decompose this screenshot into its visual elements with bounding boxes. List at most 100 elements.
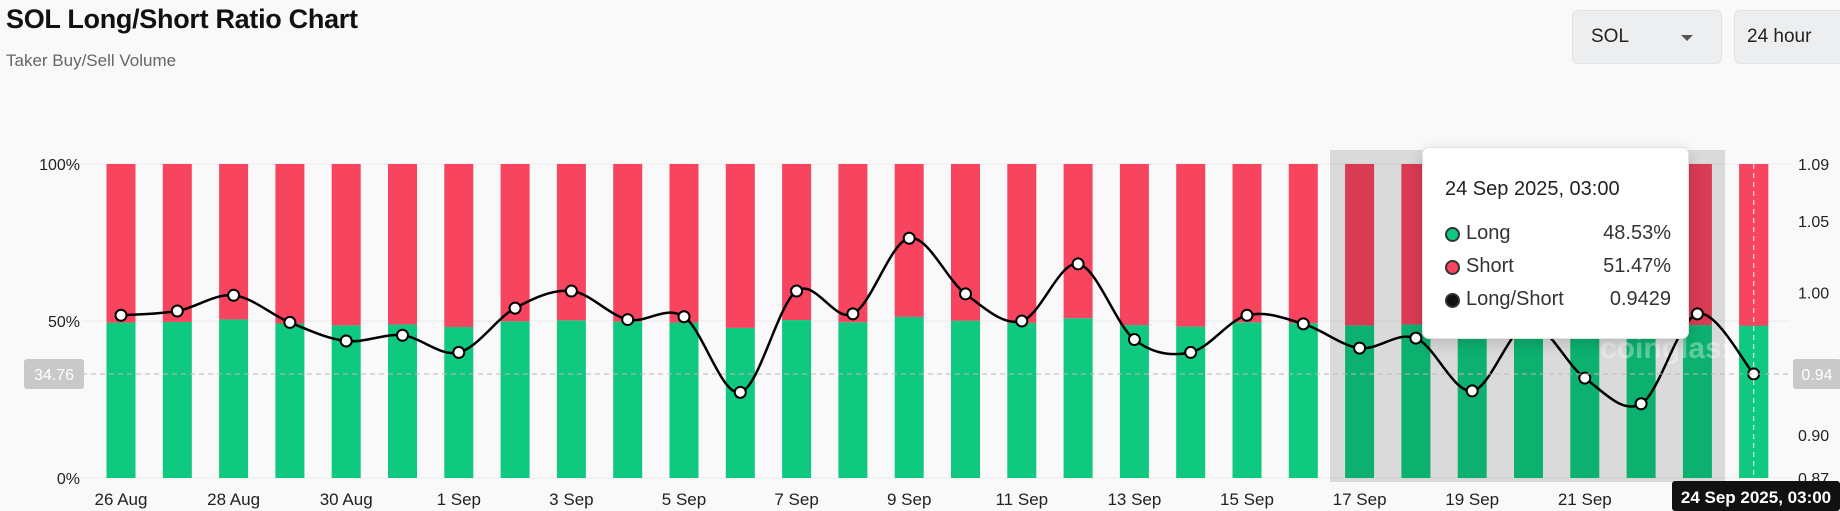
chart-title: SOL Long/Short Ratio Chart [6, 4, 358, 34]
y-left-tick-label: 50% [48, 314, 80, 331]
ratio-point[interactable] [733, 385, 747, 399]
short-bar[interactable] [106, 164, 136, 323]
x-tick-label: 9 Sep [887, 490, 931, 509]
tooltip-row-ratio: Long/Short 0.9429 [1445, 288, 1671, 312]
long-bar[interactable] [1514, 324, 1543, 478]
short-bar[interactable] [1739, 164, 1769, 326]
long-bar[interactable] [951, 320, 980, 478]
tooltip-label: Long [1466, 222, 1511, 244]
crosshair-right-label-bg [1793, 358, 1840, 389]
crosshair-x-label: 24 Sep 2025, 03:00 [1681, 488, 1831, 507]
tooltip-row-short: Short 51.47% [1445, 255, 1671, 279]
tooltip-label: Short [1466, 255, 1514, 277]
long-bar[interactable] [1288, 323, 1318, 478]
ratio-point[interactable] [283, 315, 297, 329]
crosshair-x-label-bg [1672, 481, 1840, 511]
ratio-point[interactable] [227, 288, 241, 302]
coin-select[interactable]: SOL [1572, 10, 1722, 64]
long-bar[interactable] [725, 327, 755, 478]
ratio-point[interactable] [1071, 257, 1085, 271]
short-bar[interactable] [1007, 164, 1037, 323]
ratio-point[interactable] [1578, 371, 1592, 385]
short-bar[interactable] [444, 164, 474, 327]
long-bar[interactable] [500, 321, 530, 478]
interval-select[interactable]: 24 hour ⌃⌄ [1734, 10, 1840, 64]
ratio-point[interactable] [846, 307, 860, 321]
ratio-point[interactable] [790, 284, 804, 298]
ratio-point[interactable] [1127, 333, 1141, 347]
y-left-tick-label: 100% [39, 157, 80, 174]
long-bar[interactable] [162, 321, 192, 478]
ratio-point[interactable] [1296, 317, 1310, 331]
ratio-point[interactable] [1465, 384, 1479, 398]
long-bar[interactable] [1232, 322, 1262, 478]
short-bar[interactable] [1232, 164, 1262, 323]
short-bar[interactable] [1288, 164, 1318, 324]
y-right-tick-label: 1.00 [1798, 285, 1829, 302]
ratio-point[interactable] [508, 301, 522, 315]
ratio-point[interactable] [677, 310, 691, 324]
short-bar[interactable] [669, 164, 699, 323]
short-bar[interactable] [162, 164, 192, 322]
crosshair-right-label: 0.94 [1801, 367, 1832, 384]
long-bar[interactable] [331, 325, 361, 478]
long-bar[interactable] [219, 319, 249, 478]
ratio-point[interactable] [170, 304, 184, 318]
ratio-point[interactable] [1409, 331, 1423, 345]
crosshair-left-label: 34.76 [34, 367, 74, 384]
ratio-point[interactable] [621, 313, 635, 327]
chevron-down-icon [1681, 35, 1693, 41]
long-bar[interactable] [275, 323, 305, 478]
long-bar[interactable] [556, 320, 586, 478]
long-bar[interactable] [782, 320, 812, 478]
short-bar[interactable] [1063, 164, 1093, 319]
short-bar[interactable] [613, 164, 643, 322]
x-tick-label: 11 Sep [995, 490, 1048, 509]
ratio-point[interactable] [1634, 397, 1648, 411]
long-bar[interactable] [1457, 328, 1487, 478]
tooltip-value: 48.53% [1603, 222, 1671, 244]
ratio-point[interactable] [902, 231, 916, 245]
long-bar[interactable] [1063, 318, 1093, 478]
ratio-point[interactable] [959, 287, 972, 301]
ratio-point[interactable] [1015, 314, 1029, 328]
short-bar[interactable] [1345, 164, 1375, 326]
x-tick-label: 28 Aug [207, 490, 260, 509]
short-bar[interactable] [275, 164, 305, 324]
long-bar[interactable] [894, 316, 924, 478]
ratio-point[interactable] [1690, 307, 1704, 321]
short-bar[interactable] [388, 164, 417, 325]
long-bar[interactable] [838, 322, 868, 478]
short-bar[interactable] [500, 164, 530, 322]
long-bar[interactable] [1401, 324, 1431, 478]
short-bar[interactable] [838, 164, 868, 323]
short-bar[interactable] [725, 164, 755, 328]
tooltip-value: 51.47% [1603, 255, 1671, 277]
ratio-point[interactable] [1184, 345, 1198, 359]
x-tick-label: 13 Sep [1107, 490, 1161, 509]
short-bar[interactable] [331, 164, 361, 326]
long-bar[interactable] [106, 322, 136, 478]
long-bar[interactable] [1570, 327, 1600, 478]
ratio-point[interactable] [452, 345, 466, 359]
ratio-point[interactable] [114, 308, 128, 322]
long-bar[interactable] [1007, 322, 1037, 478]
long-bar[interactable] [669, 322, 699, 478]
long-bar[interactable] [388, 324, 417, 478]
x-tick-label: 3 Sep [549, 490, 593, 509]
long-bar[interactable] [1682, 325, 1712, 478]
interval-select-value: 24 hour [1747, 26, 1812, 47]
ratio-point[interactable] [1240, 308, 1254, 322]
short-bar[interactable] [1119, 164, 1149, 326]
chart-tooltip: 24 Sep 2025, 03:00 Long 48.53% Short 51.… [1422, 147, 1689, 339]
short-bar[interactable] [1176, 164, 1206, 327]
long-bar[interactable] [613, 321, 643, 478]
tooltip-label: Long/Short [1466, 288, 1564, 310]
ratio-point[interactable] [564, 284, 578, 298]
ratio-point[interactable] [339, 334, 353, 348]
ratio-point[interactable] [1353, 341, 1367, 355]
ratio-point[interactable] [396, 328, 409, 342]
x-tick-label: 26 Aug [95, 490, 148, 509]
long-bar[interactable] [1119, 325, 1149, 478]
